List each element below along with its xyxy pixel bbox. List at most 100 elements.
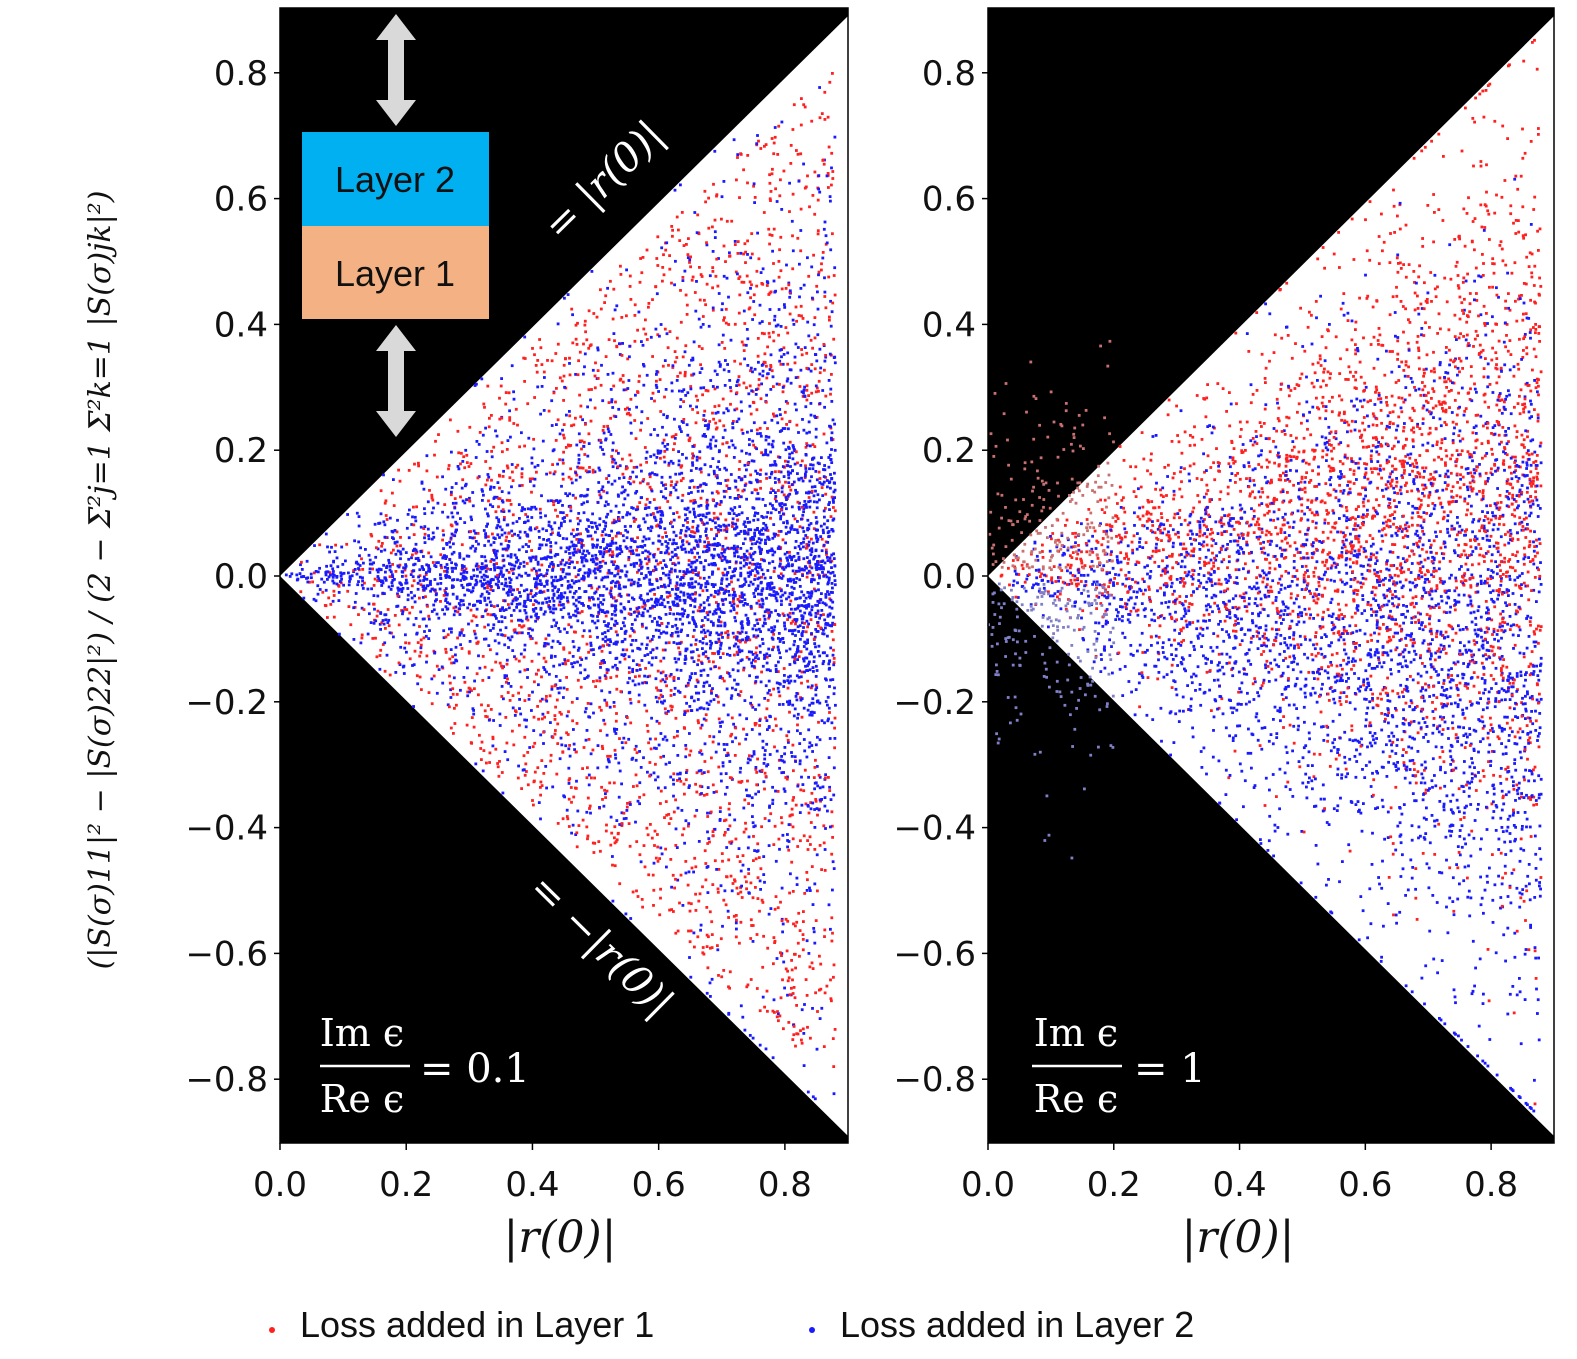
layer-2-point: [804, 467, 808, 470]
layer-1-point: [569, 786, 573, 789]
layer-2-point: [811, 750, 814, 753]
layer-2-point: [712, 469, 716, 473]
layer-2-point: [518, 484, 522, 488]
layer-2-point: [782, 760, 786, 764]
layer-2-point: [829, 199, 832, 203]
layer-2-point: [660, 542, 664, 546]
layer-1-point: [613, 836, 616, 840]
layer-1-point: [776, 906, 780, 910]
layer-2-point: [461, 499, 465, 503]
layer-2-point: [777, 308, 781, 311]
layer-2-point: [531, 690, 534, 694]
layer-2-point: [806, 518, 810, 522]
layer-2-point: [706, 707, 710, 711]
layer-2-point: [693, 211, 697, 214]
layer-1-point: [552, 503, 556, 507]
layer-2-point: [736, 378, 740, 382]
layer-2-point: [633, 540, 637, 544]
layer-2-point: [804, 405, 808, 409]
layer-2-point: [492, 558, 496, 562]
layer-2-point: [568, 590, 572, 594]
layer-1-point: [719, 556, 723, 560]
layer-1-point: [748, 280, 752, 284]
layer-2-point: [552, 472, 556, 476]
layer-2-point: [576, 573, 580, 577]
layer-1-point: [707, 196, 710, 200]
layer-2-point: [811, 666, 815, 669]
layer-2-point: [626, 511, 629, 514]
layer-2-point: [578, 475, 582, 479]
layer-1-point: [762, 934, 765, 938]
layer-2-point: [556, 322, 560, 326]
layer-1-point: [766, 1009, 769, 1013]
layer-2-point: [531, 608, 535, 611]
layer-1-point: [688, 436, 692, 440]
layer-2-point: [499, 542, 503, 546]
layer-2-point: [433, 651, 437, 654]
layer-2-point: [707, 423, 711, 426]
layer-1-point: [653, 399, 656, 403]
layer-1-point: [503, 516, 506, 519]
layer-2-point: [814, 743, 818, 747]
layer-2-point: [432, 535, 436, 539]
layer-2-point: [799, 637, 802, 641]
layer-2-point: [796, 552, 800, 555]
layer-1-point: [805, 398, 809, 402]
layer-1-point: [453, 497, 457, 500]
layer-2-point: [686, 433, 690, 437]
layer-1-point: [466, 690, 470, 694]
layer-1-point: [794, 924, 797, 928]
layer-2-point: [585, 729, 589, 732]
layer-2-point: [760, 568, 764, 572]
layer-2-point: [501, 500, 505, 504]
layer-2-point: [394, 671, 398, 674]
layer-2-point: [576, 809, 580, 813]
layer-2-point: [728, 760, 732, 763]
layer-2-point: [702, 771, 706, 774]
layer-1-point: [734, 726, 738, 730]
layer-1-point: [663, 707, 667, 711]
layer-1-point: [765, 989, 769, 993]
layer-2-point: [504, 626, 508, 630]
layer-2-point: [576, 649, 580, 652]
layer-1-point: [526, 618, 530, 622]
layer-1-point: [805, 871, 809, 874]
layer-2-point: [728, 601, 732, 604]
layer-2-point: [454, 501, 458, 505]
layer-2-point: [752, 182, 756, 186]
layer-2-point: [762, 516, 765, 519]
layer-1-point: [778, 694, 782, 698]
layer-1-point: [735, 391, 739, 395]
layer-2-point: [717, 650, 721, 653]
layer-1-point: [786, 401, 789, 405]
layer-1-point: [447, 467, 450, 471]
layer-2-point: [773, 460, 777, 463]
layer-2-point: [582, 564, 586, 568]
layer-2-point: [422, 588, 426, 592]
layer-2-point: [485, 450, 489, 453]
layer-2-point: [556, 640, 560, 643]
layer-2-point: [361, 579, 364, 583]
layer-1-point: [784, 917, 788, 921]
layer-1-point: [481, 655, 485, 658]
layer-2-point: [413, 594, 416, 598]
layer-1-point: [426, 604, 429, 608]
layer-2-point: [458, 633, 462, 637]
layer-1-point: [311, 580, 314, 584]
layer-1-point: [394, 570, 398, 573]
layer-1-point: [561, 817, 565, 821]
layer-1-point: [724, 818, 728, 822]
layer-1-point: [724, 260, 727, 263]
layer-2-point: [714, 665, 717, 668]
layer-1-point: [578, 350, 582, 354]
layer-1-point: [638, 374, 641, 378]
layer-2-point: [781, 703, 785, 706]
layer-1-point: [449, 418, 452, 422]
layer-2-point: [516, 534, 520, 537]
layer-2-point: [773, 566, 777, 570]
layer-1-point: [797, 314, 801, 317]
layer-2-point: [706, 811, 709, 815]
layer-2-point: [811, 1007, 814, 1010]
layer-1-point: [829, 515, 833, 518]
layer-2-point: [816, 290, 819, 294]
